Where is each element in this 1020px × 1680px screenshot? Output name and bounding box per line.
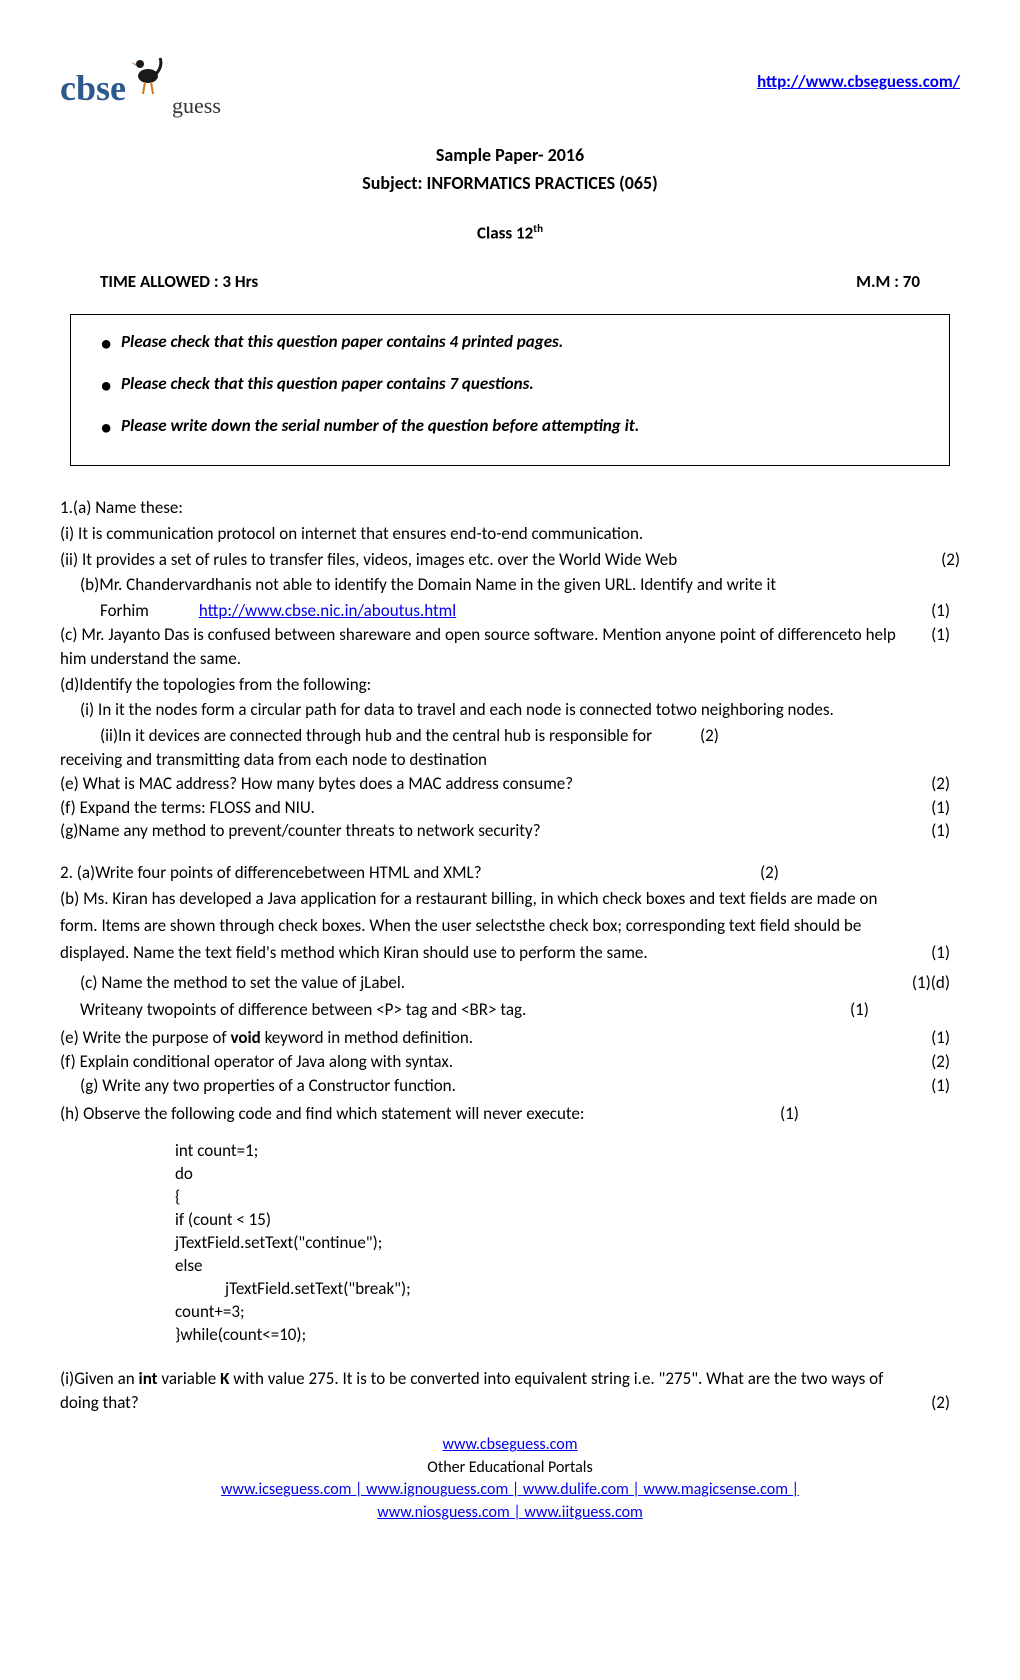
instructions-box: Please check that this question paper co…	[70, 314, 950, 466]
sample-paper-title: Sample Paper- 2016	[60, 143, 960, 168]
code-line: jTextField.setText("break");	[175, 1278, 960, 1301]
q2h-marks: (1)	[780, 1102, 960, 1126]
code-block: int count=1; do { if (count < 15) jTextF…	[175, 1140, 960, 1346]
page-footer: www.cbseguess.com Other Educational Port…	[60, 1434, 960, 1524]
logo: cbse guess	[60, 50, 221, 113]
q1e: (e) What is MAC address? How many bytes …	[60, 772, 910, 796]
q2c: (c) Name the method to set the value of …	[80, 971, 890, 995]
footer-main-link[interactable]: www.cbseguess.com	[442, 1435, 577, 1454]
q2g: (g) Write any two properties of a Constr…	[80, 1074, 910, 1098]
q1b-marks: (1)	[910, 599, 960, 623]
header-url-link[interactable]: http://www.cbseguess.com/	[757, 70, 960, 94]
code-line: else	[175, 1255, 960, 1278]
instruction-item: Please check that this question paper co…	[121, 372, 929, 396]
q2a-marks: (2)	[760, 861, 960, 885]
q2e: (e) Write the purpose of void keyword in…	[60, 1026, 910, 1050]
q1b-cont: Forhim http://www.cbse.nic.in/aboutus.ht…	[100, 599, 910, 623]
q2i: (i)Given an int variable K with value 27…	[60, 1367, 910, 1415]
q2h: (h) Observe the following code and find …	[60, 1102, 780, 1126]
code-line: jTextField.setText("continue");	[175, 1232, 960, 1255]
footer-links-1[interactable]: www.icseguess.com | www.ignouguess.com |…	[221, 1480, 799, 1499]
q1d-ii: (ii)In it devices are connected through …	[60, 725, 652, 770]
footer-links-2[interactable]: www.niosguess.com | www.iitguess.com	[377, 1503, 643, 1522]
q1b: (b)Mr. Chandervardhanis not able to iden…	[60, 573, 960, 597]
time-allowed: TIME ALLOWED : 3 Hrs	[100, 270, 258, 294]
q1d-head: (d)Identify the topologies from the foll…	[60, 673, 960, 697]
q1b-link[interactable]: http://www.cbse.nic.in/aboutus.html	[199, 600, 456, 621]
q2f-marks: (2)	[910, 1050, 960, 1074]
q1d-i: (i) In it the nodes form a circular path…	[60, 698, 960, 722]
max-marks: M.M : 70	[856, 270, 920, 294]
q2g-marks: (1)	[910, 1074, 960, 1098]
q1e-marks: (2)	[910, 772, 960, 796]
q2d-marks: (1)	[850, 998, 960, 1022]
class-label: Class 12th	[60, 221, 960, 245]
bird-icon	[128, 46, 170, 109]
code-line: }while(count<=10);	[175, 1324, 960, 1347]
page-header: cbse guess http://www.cbseguess.com/	[60, 50, 960, 113]
subject-title: Subject: INFORMATICS PRACTICES (065)	[60, 171, 960, 196]
q1c-marks: (1)	[910, 623, 960, 647]
q1a-ii-marks: (2)	[926, 548, 960, 572]
code-line: {	[175, 1186, 960, 1209]
q2i-marks: (2)	[910, 1391, 960, 1415]
q2f: (f) Explain conditional operator of Java…	[60, 1050, 910, 1074]
q2e-marks: (1)	[910, 1026, 960, 1050]
q1c: (c) Mr. Jayanto Das is confused between …	[60, 623, 910, 671]
instruction-item: Please check that this question paper co…	[121, 330, 929, 354]
q2d: Writeany twopoints of difference between…	[80, 998, 850, 1022]
q1g-marks: (1)	[910, 819, 960, 843]
q2c-marks: (1)(d)	[890, 971, 960, 995]
q1f-marks: (1)	[910, 796, 960, 820]
instruction-item: Please write down the serial number of t…	[121, 414, 929, 438]
logo-sub-text: guess	[172, 91, 221, 122]
q1g: (g)Name any method to prevent/counter th…	[60, 819, 910, 843]
q1a-ii: (ii) It provides a set of rules to trans…	[60, 548, 926, 572]
q1d-marks: (2)	[700, 724, 960, 748]
q1f: (f) Expand the terms: FLOSS and NIU.	[60, 796, 910, 820]
code-line: int count=1;	[175, 1140, 960, 1163]
footer-subtext: Other Educational Portals	[427, 1458, 592, 1477]
question-content: 1.(a) Name these: (i) It is communicatio…	[60, 496, 960, 1414]
code-line: if (count < 15)	[175, 1209, 960, 1232]
logo-main-text: cbse	[60, 63, 126, 113]
q2b: (b) Ms. Kiran has developed a Java appli…	[60, 885, 910, 967]
q1a-head: 1.(a) Name these:	[60, 496, 960, 520]
title-block: Sample Paper- 2016 Subject: INFORMATICS …	[60, 143, 960, 195]
time-marks-row: TIME ALLOWED : 3 Hrs M.M : 70	[100, 270, 920, 294]
q1a-i: (i) It is communication protocol on inte…	[60, 522, 960, 546]
code-line: do	[175, 1163, 960, 1186]
code-line: count+=3;	[175, 1301, 960, 1324]
q2b-marks: (1)	[910, 939, 960, 966]
q2a: 2. (a)Write four points of differencebet…	[60, 861, 760, 885]
